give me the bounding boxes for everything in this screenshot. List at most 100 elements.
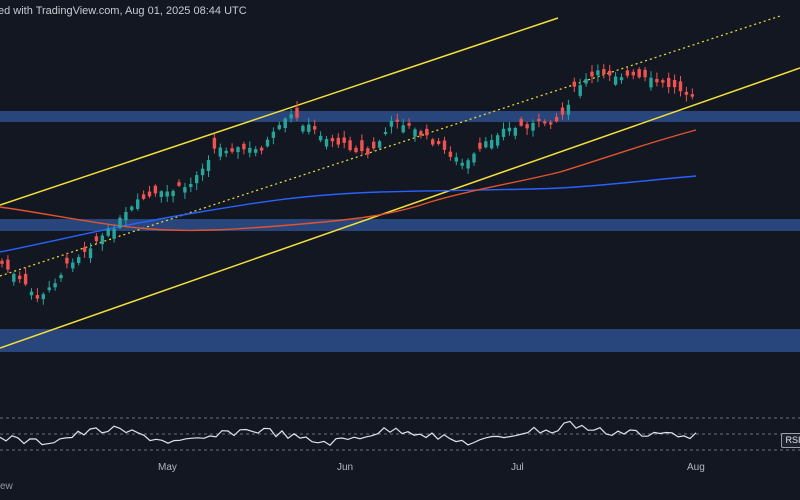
candle-body (431, 139, 435, 145)
candle-body (307, 124, 311, 132)
candle-body (566, 104, 571, 115)
candle-body (684, 91, 689, 95)
candle-body (436, 141, 441, 145)
candle-body (318, 135, 323, 141)
candle-body (183, 187, 187, 193)
candle-body (41, 294, 45, 300)
candle-body (602, 69, 606, 75)
candle-body (100, 235, 104, 245)
candle-body (330, 138, 335, 142)
candle-body (112, 228, 116, 239)
candle-body (478, 142, 482, 149)
candle-body (218, 147, 222, 157)
candle-body (407, 123, 411, 126)
candle-body (667, 77, 671, 88)
orange-moving-average (0, 129, 697, 232)
candle-body (130, 206, 134, 211)
candle-body (313, 126, 317, 130)
candle-body (672, 79, 677, 88)
candle-body (35, 295, 40, 299)
candle-body (490, 140, 494, 149)
candle-body (590, 71, 594, 77)
candle-body (525, 124, 529, 129)
candle-body (177, 182, 181, 186)
candle-body (389, 120, 394, 127)
candle-body (242, 143, 246, 150)
candle-body (631, 71, 635, 76)
candle-body (94, 236, 99, 242)
x-tick-jun: Jun (337, 462, 353, 473)
candle-body (560, 107, 565, 115)
candle-body (195, 175, 199, 184)
candle-body (596, 70, 600, 76)
candle-body (0, 260, 4, 264)
time-axis: May Jun Jul Aug (0, 417, 800, 473)
candle-body (419, 131, 423, 136)
candle-body (18, 275, 22, 280)
candle-body (6, 259, 10, 270)
candle-body (171, 190, 175, 197)
candle-body (230, 148, 234, 152)
channel-upper-line[interactable] (0, 17, 559, 206)
candles[interactable] (0, 63, 694, 305)
candle-body (118, 217, 122, 228)
candle-body (360, 140, 364, 152)
candle-body (531, 122, 535, 131)
candle-body (466, 160, 470, 169)
candle-body (265, 139, 270, 147)
candle-body (12, 273, 16, 282)
x-tick-may: May (158, 462, 177, 473)
candle-body (513, 127, 517, 136)
candle-body (336, 137, 340, 145)
candle-body (141, 194, 146, 199)
candle-body (59, 274, 63, 279)
candle-body (65, 257, 69, 264)
candle-body (348, 140, 352, 151)
candle-body (124, 212, 128, 221)
candle-body (200, 168, 205, 176)
candle-body (236, 147, 240, 153)
candle-body (584, 78, 588, 84)
candle-body (206, 160, 211, 172)
channel-midline[interactable] (0, 15, 781, 277)
candle-body (678, 81, 683, 92)
candle-body (537, 118, 541, 122)
candle-body (271, 131, 276, 138)
candle-body (289, 114, 293, 119)
rsi-badge[interactable]: RSI (781, 433, 800, 448)
candle-body (495, 135, 500, 146)
candle-body (637, 69, 641, 78)
candle-body (507, 127, 512, 132)
rsi-line (0, 420, 697, 446)
candle-body (625, 70, 630, 76)
candle-body (259, 147, 264, 151)
candle-body (47, 287, 51, 291)
candle-body (377, 141, 382, 148)
candle-body (649, 77, 653, 88)
candle-body (159, 191, 163, 197)
candle-body (254, 149, 258, 153)
candle-body (29, 291, 34, 296)
candle-body (147, 191, 152, 197)
x-tick-jul: Jul (511, 462, 524, 473)
candle-body (442, 140, 447, 150)
candle-body (619, 77, 624, 81)
candle-body (472, 153, 476, 163)
support-resistance-zones (0, 111, 800, 352)
channel-lower-line[interactable] (0, 67, 800, 349)
candle-body (106, 228, 110, 236)
candle-body (324, 139, 329, 147)
candle-body (71, 262, 75, 269)
candle-body (224, 150, 228, 154)
candle-body (690, 94, 694, 97)
chart-header: ed with TradingView.com, Aug 01, 2025 08… (0, 0, 800, 22)
candle-body (301, 125, 305, 132)
candle-body (395, 119, 399, 122)
candle-body (153, 185, 158, 194)
candle-body (82, 247, 87, 252)
candle-body (383, 131, 388, 135)
x-tick-aug: Aug (687, 462, 705, 473)
candle-body (53, 283, 57, 288)
candle-body (342, 137, 346, 143)
